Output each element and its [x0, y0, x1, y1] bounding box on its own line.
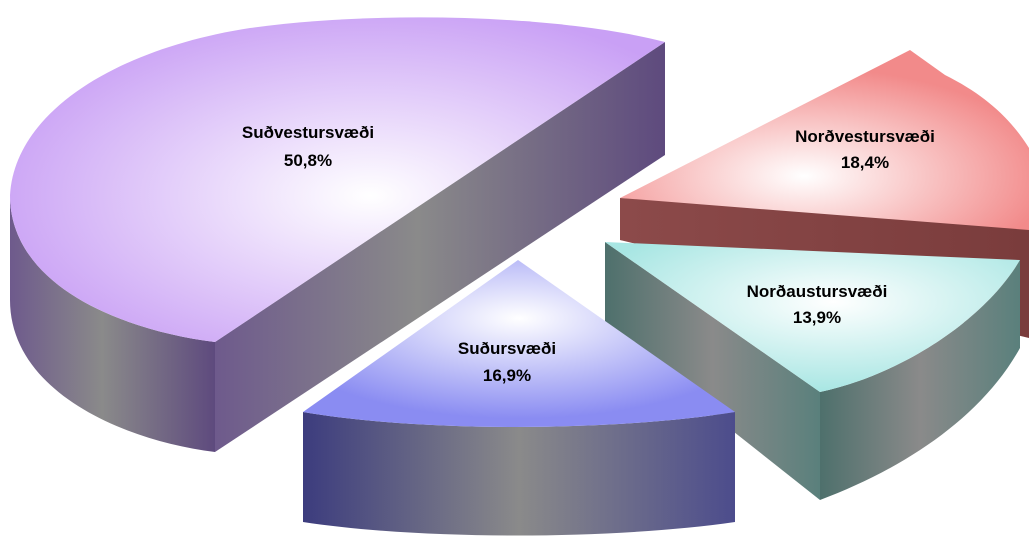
slice-nordaustursvaedi-side-front: [820, 260, 1020, 500]
label-nordaustursvaedi-name: Norðaustursvæði: [747, 282, 888, 301]
slice-sudursvaedi: [303, 260, 735, 536]
slice-nordaustursvaedi-top: [605, 242, 1020, 392]
slice-sudvestursvaedi-side: [10, 195, 215, 452]
label-nordvestursvaedi-name: Norðvestursvæði: [795, 127, 935, 146]
slice-sudvestursvaedi-side-inner: [215, 42, 665, 452]
label-nordaustursvaedi-value: 13,9%: [793, 308, 841, 327]
slice-sudursvaedi-top: [303, 260, 735, 427]
slice-nordaustursvaedi: [605, 242, 1020, 500]
label-nordvestursvaedi-value: 18,4%: [841, 153, 889, 172]
label-sudursvaedi-value: 16,9%: [483, 366, 531, 385]
slice-labels: Suðvestursvæði 50,8% Norðvestursvæði 18,…: [242, 123, 935, 385]
slice-nordaustursvaedi-side-left: [605, 242, 820, 500]
label-sudursvaedi-name: Suðursvæði: [458, 339, 556, 358]
label-sudvestursvaedi-name: Suðvestursvæði: [242, 123, 374, 142]
slice-sudvestursvaedi: [10, 17, 665, 452]
slice-nordvestursvaedi-top: [620, 50, 1029, 230]
slice-sudvestursvaedi-top: [10, 17, 665, 343]
slice-sudursvaedi-side: [303, 412, 735, 536]
label-sudvestursvaedi-value: 50,8%: [284, 151, 332, 170]
